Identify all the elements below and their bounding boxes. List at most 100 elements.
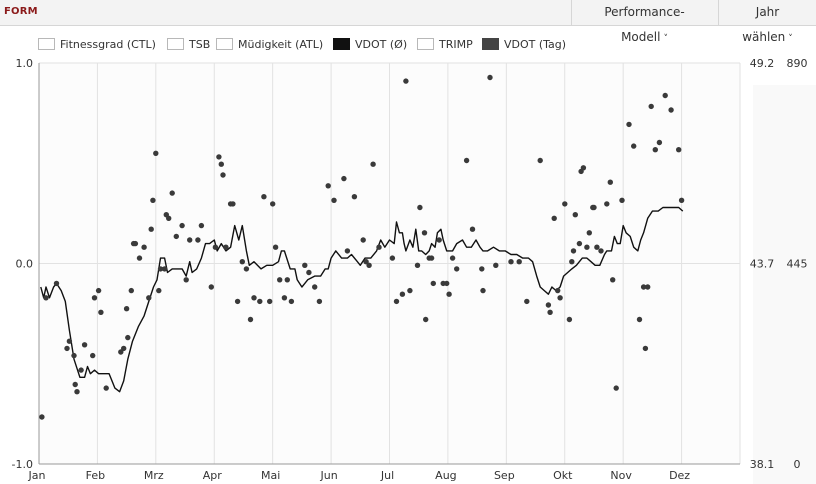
vdot-day-point: [81, 342, 88, 348]
vdot-day-point: [251, 295, 257, 301]
legend-item-tsb[interactable]: TSB: [167, 35, 210, 53]
vdot-day-point: [469, 226, 476, 232]
x-tick-label: Apr: [203, 469, 223, 482]
y-left-tick-label: -1.0: [12, 458, 33, 471]
vdot-day-point: [676, 147, 682, 153]
y-right-trimp-tick-label: 890: [787, 57, 808, 70]
vdot-day-point: [198, 222, 205, 229]
vdot-day-point: [284, 277, 290, 283]
vdot-day-point: [642, 345, 649, 352]
vdot-day-point: [463, 157, 470, 164]
legend-item-trimp[interactable]: TRIMP: [417, 35, 473, 53]
vdot-day-point: [325, 183, 331, 189]
legend-item-fatigue-atl[interactable]: Müdigkeit (ATL): [216, 35, 323, 53]
vdot-day-point: [428, 255, 435, 261]
legend-label: Müdigkeit (ATL): [238, 37, 324, 51]
vdot-day-point: [247, 316, 254, 323]
x-tick-label: Sep: [494, 469, 515, 482]
vdot-day-point: [562, 201, 568, 207]
vdot-day-point: [454, 266, 460, 272]
vdot-day-point: [156, 287, 162, 294]
vdot-day-point: [98, 309, 104, 315]
vdot-day-point: [166, 215, 172, 221]
vdot-day-point: [239, 259, 245, 265]
y-left-tick-label: 1.0: [16, 57, 34, 70]
vdot-day-point: [480, 287, 486, 294]
legend-item-fitness-ctl[interactable]: Fitnessgrad (CTL): [38, 35, 156, 53]
vdot-day-point: [407, 287, 413, 294]
vdot-day-point: [652, 147, 658, 153]
legend-item-vdot-day[interactable]: VDOT (Tag): [482, 35, 566, 53]
vdot-day-point: [370, 161, 376, 167]
vdot-day-point: [288, 298, 295, 305]
legend-swatch: [417, 38, 434, 50]
vdot-day-point: [414, 262, 421, 268]
vdot-day-point: [547, 309, 553, 315]
vdot-day-point: [53, 280, 60, 287]
vdot-day-point: [121, 345, 127, 352]
chart-title: FORM: [4, 6, 38, 17]
x-tick-label: Feb: [86, 469, 105, 482]
vdot-day-point: [645, 284, 651, 290]
vdot-day-point: [141, 244, 147, 250]
vdot-day-point: [95, 287, 102, 294]
vdot-day-point: [569, 259, 575, 265]
vdot-day-point: [230, 201, 236, 207]
axis-layer: Jan Feb Mrz Apr Mai Jun Jul Aug Sep Okt Nov Dez 1.0 4…: [12, 57, 808, 482]
vdot-day-point: [64, 345, 70, 352]
vdot-day-point: [524, 298, 530, 305]
vdot-day-point: [71, 352, 77, 359]
vdot-day-point: [223, 244, 229, 250]
year-select-label: Jahr wählen: [742, 5, 786, 44]
vdot-day-point: [604, 201, 610, 207]
vdot-day-point: [161, 266, 168, 272]
right-side-panel: [753, 85, 816, 484]
vdot-day-point: [493, 262, 499, 268]
vdot-day-point: [312, 284, 318, 290]
vdot-day-point: [449, 255, 456, 261]
vdot-day-point: [267, 298, 273, 305]
vdot-day-point: [537, 157, 543, 164]
vdot-day-point: [613, 385, 619, 391]
vdot-day-point: [557, 295, 563, 301]
legend-swatch: [482, 38, 499, 50]
performance-model-dropdown[interactable]: Performance-Modell ˅: [571, 0, 717, 44]
x-tick-label: Jan: [28, 469, 46, 482]
x-tick-label: Mai: [261, 469, 280, 482]
vdot-day-point: [234, 298, 241, 305]
vdot-day-point: [366, 262, 372, 268]
vdot-day-point: [403, 78, 409, 84]
vdot-day-point: [125, 334, 131, 341]
vdot-day-point: [423, 316, 429, 323]
vdot-day-point: [551, 215, 557, 221]
vdot-day-point: [74, 389, 80, 395]
vdot-day-point: [363, 259, 369, 265]
year-select-dropdown[interactable]: Jahr wählen ˅: [718, 0, 816, 44]
legend-label: Fitnessgrad (CTL): [60, 37, 156, 51]
vdot-day-point: [668, 107, 674, 113]
vdot-day-point: [173, 233, 179, 240]
legend-label: TSB: [189, 37, 211, 51]
vdot-day-point: [360, 237, 366, 243]
vdot-day-point: [591, 204, 597, 211]
legend-item-vdot-avg[interactable]: VDOT (Ø): [333, 35, 407, 53]
y-right-vdot-tick-label: 43.7: [750, 258, 775, 271]
vdot-day-point: [66, 338, 73, 344]
vdot-day-point: [146, 295, 152, 301]
vdot-day-point: [586, 230, 592, 236]
legend-label: TRIMP: [439, 37, 473, 51]
vdot-day-point: [195, 237, 201, 243]
vdot-day-point: [118, 349, 124, 355]
vdot-day-point: [169, 190, 175, 196]
vdot-day-point: [306, 269, 312, 276]
y-right-vdot-tick-label: 38.1: [750, 458, 775, 471]
vdot-day-point: [208, 284, 214, 290]
vdot-day-point: [148, 226, 154, 232]
legend-label: VDOT (Ø): [355, 37, 408, 51]
vdot-day-point: [218, 161, 224, 167]
vdot-day-point: [576, 240, 583, 247]
vdot-day-point: [123, 306, 130, 312]
vdot-day-point: [351, 194, 358, 200]
top-bar: FORM Performance-Modell ˅ Jahr wählen ˅: [0, 0, 816, 44]
vdot-day-point: [344, 248, 351, 254]
